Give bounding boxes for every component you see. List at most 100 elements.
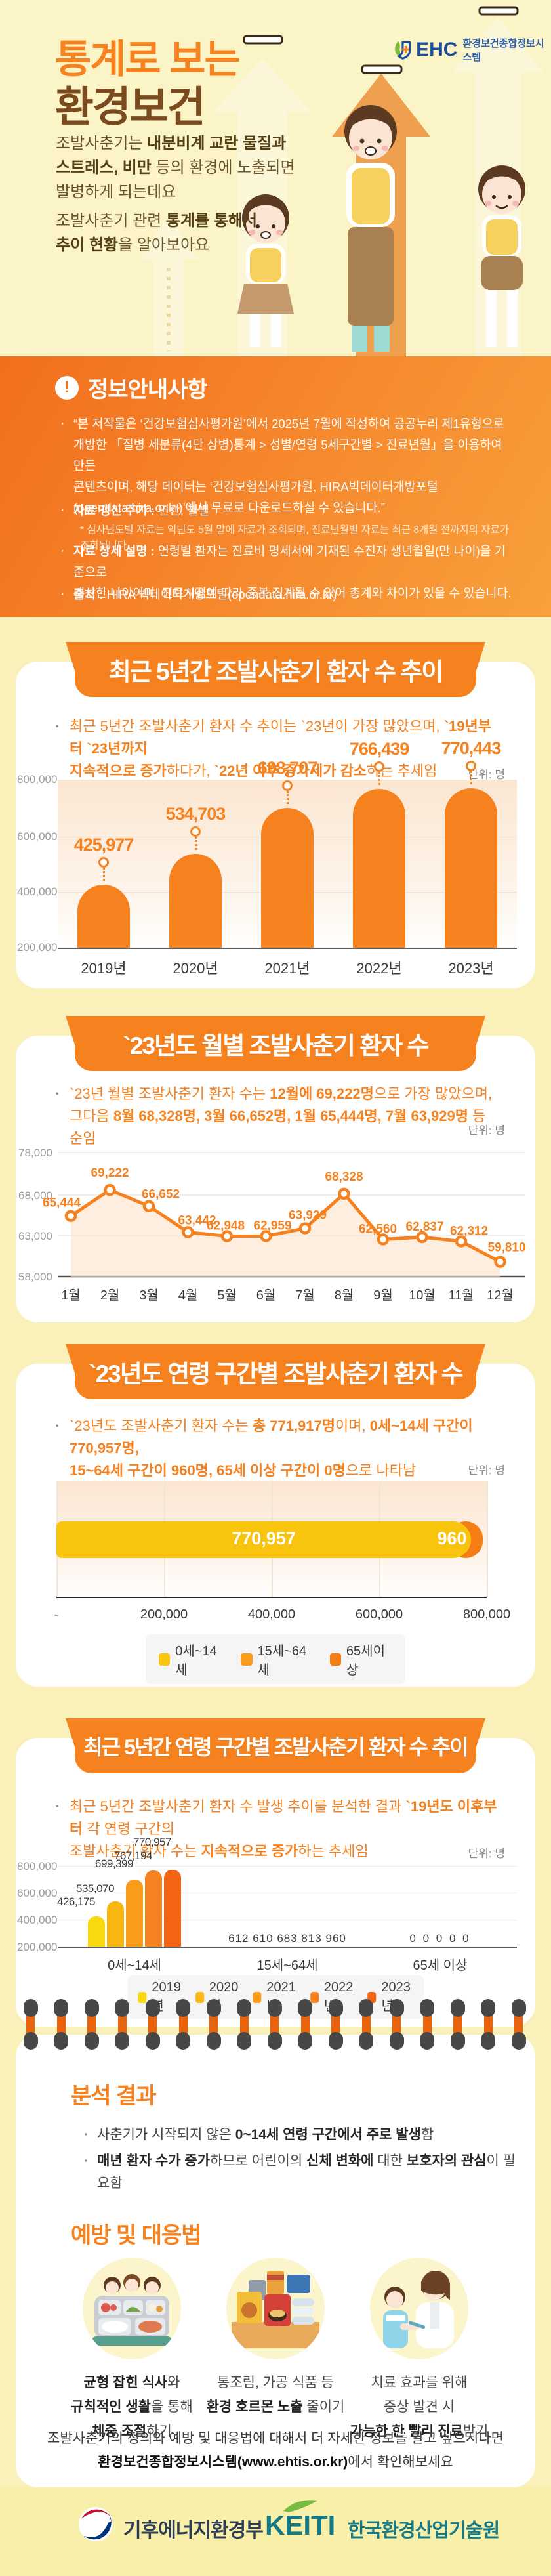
label-connector [470, 771, 472, 784]
notice-bullet-3: 자료 상세 설명 : 연령별 환자는 진료비 명세서에 기재된 수진자 생년월일… [73, 541, 513, 604]
card-yearly-chart: 최근 5년간 조발사춘기 환자 수 추이는 `23년이 가장 많았으며, `19… [16, 662, 535, 988]
x-axis-label: 9월 [373, 1288, 393, 1303]
y-axis-tick: 68,000 [18, 1189, 52, 1202]
text-run: 대한 [373, 2153, 407, 2168]
text-run: 을 통해 [150, 2399, 193, 2415]
text-run: 조발사춘기는 [56, 135, 148, 152]
coil-top-dot [115, 1999, 129, 2017]
processed-food-illustration [226, 2258, 325, 2359]
monthly-line-chart: 78,000 68,000 63,000 58,000 65,444 1월 69,222 2월… [16, 1128, 535, 1318]
x-axis-label: 2021년 [264, 960, 310, 977]
text-run: 이 필요함 [97, 2153, 516, 2191]
section-title: 최근 5년간 조발사춘기 환자 수 추이 [108, 658, 444, 685]
data-point-5월 [220, 1230, 234, 1242]
x-axis-tick: - [54, 1607, 59, 1622]
text-run: 함 [420, 2127, 434, 2142]
bar-value-label: 767,194 [114, 1849, 152, 1862]
balanced-meal-illustration [83, 2258, 181, 2359]
point-value-label: 62,948 [207, 1219, 245, 1233]
coil-bottom-dot [115, 2032, 129, 2050]
banner-ribbon-bottom [75, 1372, 476, 1399]
coil-bottom-dot [145, 2032, 160, 2050]
section-banner-monthly: `23년도 월별 조발사춘기 환자 수 [66, 1016, 485, 1071]
text-run: 자료 갱신 주기 : [73, 503, 158, 517]
label-connector-dot [98, 857, 109, 868]
text-run: 규칙적인 생활 [71, 2399, 151, 2415]
data-point-8월 [338, 1187, 350, 1200]
x-axis-tick: 800,000 [462, 1607, 511, 1622]
x-axis-tick: 600,000 [355, 1607, 403, 1622]
point-value-label: 66,652 [142, 1188, 180, 1202]
analysis-title: 분석 결과 [71, 2084, 157, 2109]
legend-swatch [159, 1653, 171, 1666]
coil-top-dot [328, 1999, 343, 2017]
ministry-logo-text: 기후에너지환경부 [123, 2520, 264, 2541]
unit-label: 단위: 명 [468, 1464, 505, 1477]
banner-ribbon-bottom [75, 1746, 476, 1773]
text-run: 으로 가장 많았으며, 그다음 [70, 1086, 493, 1124]
group-values-65plus: 0 0 0 0 0 [409, 1932, 471, 1945]
notice-bullet-4: 출처 : HIRA 빅데이터개방포털(opendata.hira.or.kr) [73, 584, 506, 605]
text-run: “본 저작물은 ‘건강보험심사평가원’에서 2025년 7월에 작성하여 공공누… [73, 417, 504, 515]
text-run: 체중 조절 [92, 2424, 147, 2439]
point-value-label: 62,959 [253, 1219, 291, 1233]
text-run: 최근 5년간 조발사춘기 환자 수 발생 추이를 분석한 결과 [70, 1798, 406, 1815]
coil-bottom-dot [206, 2032, 221, 2050]
coil-top-dot [145, 1999, 160, 2017]
x-axis-label: 2022년 [356, 960, 402, 977]
text-run: 하는 추세임 [298, 1843, 369, 1859]
text-run: 줄이기 [302, 2399, 345, 2415]
coil-top-dot [389, 1999, 404, 2017]
coil-bottom-dot [389, 2032, 404, 2050]
point-value-label: 68,328 [325, 1170, 363, 1184]
text-run: `19년부터 `23년까지 지속적으로 증가 [70, 718, 491, 779]
point-value-label: 63,442 [178, 1214, 216, 1228]
text-run: 이며, [335, 1418, 370, 1434]
group-label: 65세 이상 [413, 1958, 468, 1973]
bar-value-label: 699,399 [95, 1857, 133, 1870]
x-axis-label: 7월 [295, 1288, 315, 1303]
text-run: 스트레스, 비만 [56, 159, 152, 177]
coil-bottom-dot [54, 2032, 68, 2050]
x-axis-line [56, 1597, 487, 1598]
section-title: `23년도 연령 구간별 조발사춘기 환자 수 [89, 1361, 463, 1387]
coil-top-dot [267, 1999, 282, 2017]
prevention-caption-3: 치료 효과를 위해 증상 발견 시 가능한 한 빨리 진료받기 [334, 2371, 504, 2443]
notice-bullet-2-sub: * 심사년도별 자료는 익년도 5월 말에 자료가 조회되며, 진료년월별 자료… [80, 524, 509, 551]
coil-top-dot [359, 1999, 373, 2017]
data-point-12월 [494, 1256, 506, 1268]
x-axis-label: 5월 [217, 1288, 237, 1303]
notice-title: 정보안내사항 [88, 377, 208, 402]
coil-top-dot [298, 1999, 312, 2017]
text-run: HIRA 빅데이터개방포털(opendata.hira.or.kr) [106, 587, 337, 601]
yearly-bar-chart: 800,000 600,000 400,000 200,000 425,977 2019년… [16, 662, 535, 988]
coil-bottom-dot [23, 2032, 38, 2050]
notice-bullet-dot: · [60, 416, 65, 431]
keiti-logo-text: KEITI [265, 2510, 336, 2541]
y-axis-tick: 200,000 [17, 941, 58, 954]
data-point-10월 [416, 1231, 428, 1244]
text-run: 조발사춘기 관련 [56, 212, 166, 230]
x-axis-label: 2월 [100, 1288, 120, 1303]
y-axis-tick: 600,000 [17, 1887, 58, 1899]
point-value-label: 65,444 [43, 1196, 81, 1210]
grid-line [58, 1866, 517, 1867]
bar-2023년 [445, 788, 497, 948]
text-run: 최근 5년간 조발사춘기 환자 수 추이는 `23년이 가장 많았으며, [70, 718, 444, 734]
text-run: `22년 이후 증가세가 감소 [214, 763, 367, 779]
data-point-3월 [142, 1200, 155, 1212]
legend-swatch [310, 1991, 319, 2003]
notice-bullet-dot: · [60, 543, 65, 558]
y-axis-tick: 800,000 [17, 773, 58, 786]
text-run: 하므로 어린이의 [210, 2153, 306, 2168]
group-label: 15세~64세 [256, 1958, 318, 1973]
coil-bottom-dot [176, 2032, 190, 2050]
legend-item: 15세~64세 [241, 1640, 312, 1678]
text-run: 지속적으로 증가 [201, 1843, 298, 1859]
x-axis-label: 1월 [61, 1288, 81, 1303]
text-run: `23년도 조발사춘기 환자 수는 [70, 1418, 253, 1434]
label-connector-dot [374, 761, 384, 772]
ehc-system-name: 환경보건종합정보시스템 [462, 38, 544, 63]
text-run: 받기 [462, 2424, 489, 2439]
